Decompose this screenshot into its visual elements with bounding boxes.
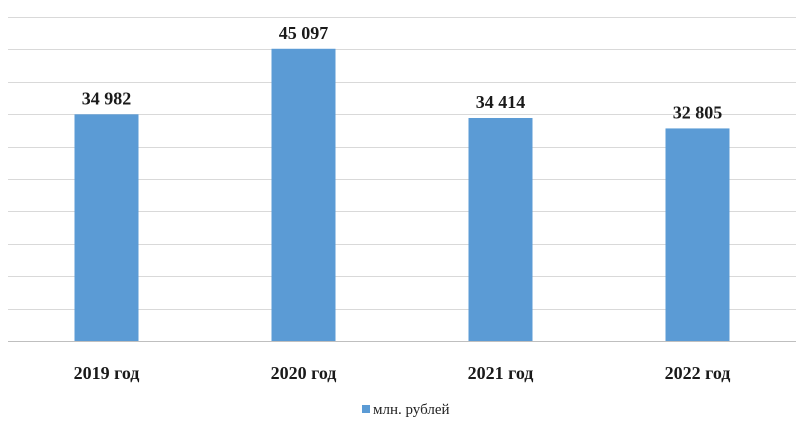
bar-0 [74, 114, 139, 341]
bar-2 [468, 117, 533, 341]
data-label-2: 34 414 [476, 92, 526, 112]
category-label-2: 2021 год [468, 363, 534, 383]
legend-swatch [362, 405, 370, 413]
legend-label: млн. рублей [373, 402, 450, 418]
bar-1 [271, 48, 336, 342]
data-label-0: 34 982 [82, 88, 132, 108]
gridlines [8, 17, 796, 310]
category-label-0: 2019 год [74, 363, 140, 383]
category-label-3: 2022 год [665, 363, 731, 383]
bar-3 [665, 128, 730, 341]
category-labels: 2019 год 2020 год 2021 год 2022 год [74, 363, 731, 383]
data-label-1: 45 097 [279, 23, 329, 43]
category-label-1: 2020 год [271, 363, 337, 383]
data-labels: 34 982 45 097 34 414 32 805 [82, 23, 723, 123]
legend: млн. рублей [362, 402, 450, 418]
data-label-3: 32 805 [673, 102, 723, 122]
bars [74, 48, 730, 342]
